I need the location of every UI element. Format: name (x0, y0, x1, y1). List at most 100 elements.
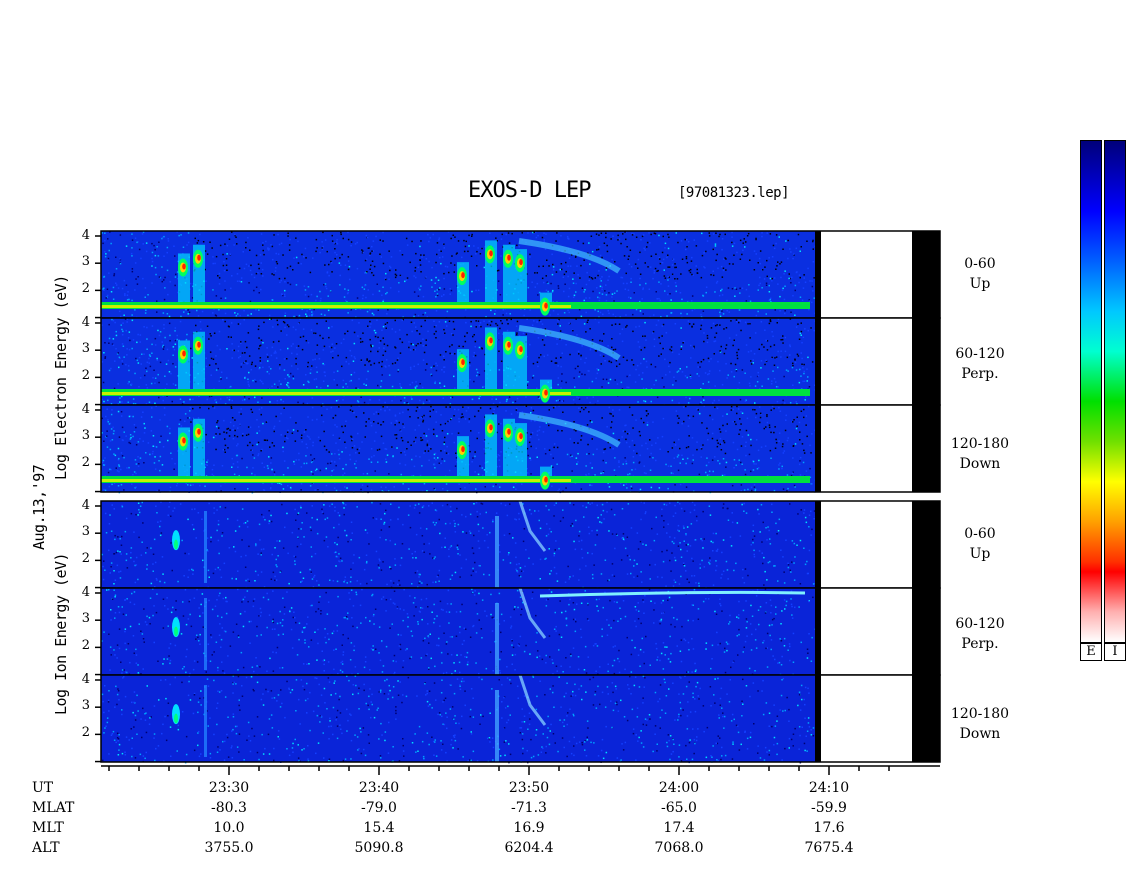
noise-pixel (639, 454, 641, 457)
noise-pixel (600, 514, 602, 516)
noise-pixel (386, 313, 388, 315)
noise-pixel (294, 560, 296, 562)
noise-pixel (681, 454, 683, 457)
noise-pixel (300, 543, 302, 545)
noise-pixel (137, 333, 139, 336)
noise-pixel (671, 447, 674, 449)
noise-pixel (554, 549, 556, 551)
noise-pixel (573, 421, 575, 423)
noise-pixel (671, 264, 674, 266)
noise-pixel (516, 244, 518, 247)
noise-pixel (362, 294, 364, 297)
noise-pixel (118, 571, 120, 573)
noise-pixel (432, 581, 434, 584)
noise-pixel (478, 564, 480, 567)
noise-pixel (409, 416, 411, 418)
noise-pixel (539, 578, 541, 580)
noise-pixel (724, 474, 726, 476)
noise-pixel (454, 408, 456, 411)
noise-pixel (210, 335, 212, 337)
noise-pixel (675, 266, 677, 269)
noise-pixel (369, 309, 371, 311)
noise-pixel (156, 512, 158, 514)
noise-pixel (476, 265, 478, 267)
noise-pixel (653, 345, 656, 348)
noise-pixel (319, 290, 321, 293)
noise-pixel (761, 287, 763, 289)
noise-pixel (241, 457, 243, 460)
ytick: 3 (81, 428, 90, 443)
noise-pixel (777, 283, 779, 285)
noise-pixel (226, 253, 228, 255)
noise-pixel (569, 576, 571, 578)
noise-pixel (271, 442, 274, 444)
noise-pixel (135, 278, 137, 280)
noise-pixel (759, 421, 761, 424)
noise-pixel (637, 341, 640, 343)
noise-pixel (605, 462, 607, 464)
noise-pixel (370, 448, 373, 450)
noise-pixel (162, 348, 165, 350)
noise-pixel (124, 318, 127, 320)
noise-pixel (596, 368, 598, 370)
noise-pixel (499, 327, 501, 330)
noise-pixel (625, 424, 627, 426)
noise-pixel (750, 376, 752, 378)
noise-pixel (137, 502, 140, 504)
noise-pixel (143, 422, 145, 425)
noise-pixel (259, 357, 262, 359)
noise-pixel (335, 489, 338, 492)
noise-pixel (151, 325, 154, 327)
noise-pixel (152, 377, 154, 379)
noise-pixel (668, 365, 670, 368)
noise-pixel (206, 464, 208, 466)
noise-pixel (138, 248, 141, 251)
noise-pixel (237, 427, 239, 429)
noise-pixel (389, 266, 392, 269)
noise-pixel (794, 486, 796, 488)
noise-pixel (269, 318, 271, 320)
noise-pixel (778, 406, 780, 409)
noise-pixel (325, 484, 328, 487)
noise-pixel (110, 566, 112, 568)
noise-pixel (626, 324, 628, 327)
noise-pixel (113, 387, 116, 390)
noise-pixel (683, 340, 685, 343)
noise-pixel (102, 565, 104, 568)
noise-pixel (774, 447, 777, 449)
noise-pixel (652, 457, 654, 459)
pitch-label-i-perp: 60-120 Perp. (955, 616, 1005, 652)
noise-pixel (728, 263, 731, 265)
noise-pixel (473, 245, 475, 247)
noise-pixel (624, 424, 626, 427)
noise-pixel (733, 339, 735, 341)
noise-pixel (318, 358, 321, 360)
noise-pixel (591, 380, 594, 383)
noise-pixel (323, 539, 326, 542)
noise-pixel (667, 266, 669, 268)
noise-pixel (771, 503, 773, 506)
noise-pixel (706, 240, 709, 242)
noise-pixel (325, 536, 328, 538)
noise-pixel (490, 309, 492, 312)
noise-pixel (560, 387, 562, 389)
noise-pixel (490, 320, 493, 323)
noise-pixel (744, 400, 747, 402)
noise-pixel (222, 318, 224, 321)
noise-pixel (793, 484, 796, 487)
noise-pixel (782, 443, 784, 445)
noise-pixel (378, 399, 381, 401)
noise-pixel (712, 584, 715, 586)
noise-pixel (103, 464, 105, 466)
noise-pixel (771, 331, 773, 333)
noise-pixel (685, 544, 688, 546)
noise-pixel (669, 559, 671, 562)
ytick: 2 (81, 281, 90, 296)
noise-pixel (663, 526, 665, 528)
noise-pixel (752, 524, 755, 527)
noise-pixel (120, 452, 123, 454)
noise-pixel (314, 469, 317, 472)
noise-pixel (126, 294, 129, 296)
noise-pixel (179, 503, 182, 505)
